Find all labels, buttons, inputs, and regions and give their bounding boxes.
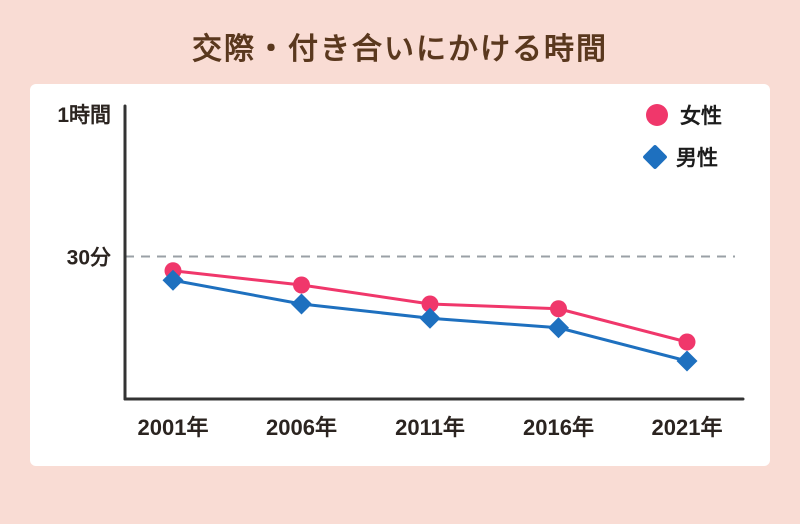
svg-text:2011年: 2011年 — [395, 415, 465, 440]
male-diamond-icon — [642, 144, 668, 170]
chart-legend: 女性 男性 — [642, 100, 722, 172]
legend-label-female: 女性 — [680, 105, 722, 128]
svg-text:2001年: 2001年 — [138, 415, 209, 440]
legend-item-male: 男性 — [642, 142, 722, 172]
svg-text:2021年: 2021年 — [652, 415, 723, 440]
female-circle-icon — [646, 104, 668, 126]
legend-label-male: 男性 — [676, 147, 718, 170]
svg-text:1時間: 1時間 — [57, 103, 111, 127]
page-title: 交際・付き合いにかける時間 — [192, 33, 608, 66]
svg-text:2016年: 2016年 — [523, 415, 594, 440]
line-chart: 1時間 30分 2001年 2006年 2011年 2016年 2021年 — [57, 103, 745, 440]
legend-item-female: 女性 — [646, 100, 722, 130]
chart-card: 1時間 30分 2001年 2006年 2011年 2016年 2021年 女性 男性 — [30, 84, 770, 466]
svg-text:30分: 30分 — [67, 247, 111, 270]
svg-text:2006年: 2006年 — [266, 415, 337, 440]
page: 交際・付き合いにかける時間 1時間 30分 2001年 2006年 2011年 2016年… — [0, 24, 800, 466]
